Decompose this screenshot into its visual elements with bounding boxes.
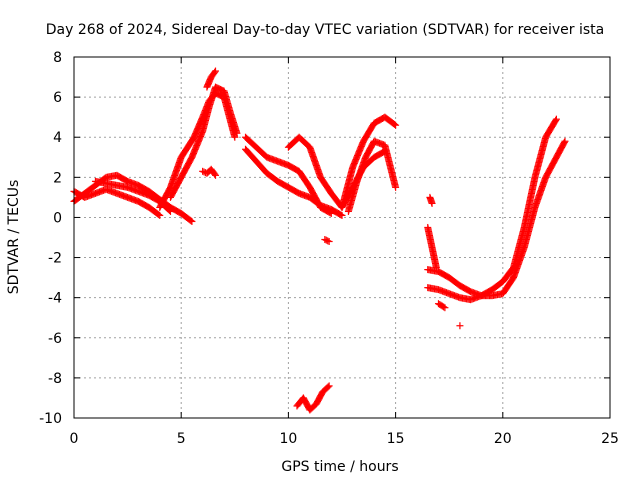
data-point <box>187 217 195 225</box>
y-tick-label: -2 <box>48 251 62 267</box>
data-point <box>231 133 239 141</box>
y-tick-label: 4 <box>53 130 62 146</box>
data-point <box>560 138 568 146</box>
data-point <box>440 303 448 311</box>
data-point <box>324 237 332 245</box>
x-axis-label: GPS time / hours <box>281 459 398 475</box>
y-tick-label: 0 <box>53 210 62 226</box>
y-tick-label: 2 <box>53 170 62 186</box>
y-tick-label: 8 <box>53 50 62 66</box>
data-point <box>233 129 241 137</box>
data-point <box>337 211 345 219</box>
data-point <box>211 170 219 178</box>
data-point <box>324 383 332 391</box>
data-points <box>70 67 569 414</box>
x-tick-label: 15 <box>387 431 405 447</box>
data-point <box>188 217 196 225</box>
y-tick-label: -4 <box>48 291 62 307</box>
data-point <box>338 211 346 219</box>
data-point <box>441 304 449 312</box>
x-tick-label: 0 <box>70 431 79 447</box>
data-point <box>156 211 164 219</box>
data-point <box>212 171 220 179</box>
y-tick-label: 6 <box>53 90 62 106</box>
x-tick-label: 10 <box>279 431 297 447</box>
x-tick-label: 25 <box>601 431 619 447</box>
data-point <box>561 137 569 145</box>
data-point <box>552 116 560 124</box>
data-point <box>211 68 219 76</box>
data-point <box>392 183 400 191</box>
data-point <box>325 238 333 246</box>
y-axis-label: SDTVAR / TECUs <box>6 180 22 295</box>
data-point <box>212 67 220 75</box>
y-tick-label: -8 <box>48 371 62 387</box>
data-point <box>552 115 560 123</box>
data-point <box>456 322 464 330</box>
plot-frame <box>73 56 611 419</box>
data-point <box>392 121 400 129</box>
data-point <box>325 382 333 390</box>
data-point <box>391 120 399 128</box>
x-tick-label: 20 <box>494 431 512 447</box>
y-tick-label: -10 <box>39 411 62 427</box>
y-tick-label: -6 <box>48 331 62 347</box>
x-tick-label: 5 <box>177 431 186 447</box>
data-point <box>165 206 173 214</box>
data-point <box>166 207 174 215</box>
chart-title: Day 268 of 2024, Sidereal Day-to-day VTE… <box>46 22 604 38</box>
grid <box>74 57 610 418</box>
data-point <box>428 199 436 207</box>
data-point <box>155 211 163 219</box>
